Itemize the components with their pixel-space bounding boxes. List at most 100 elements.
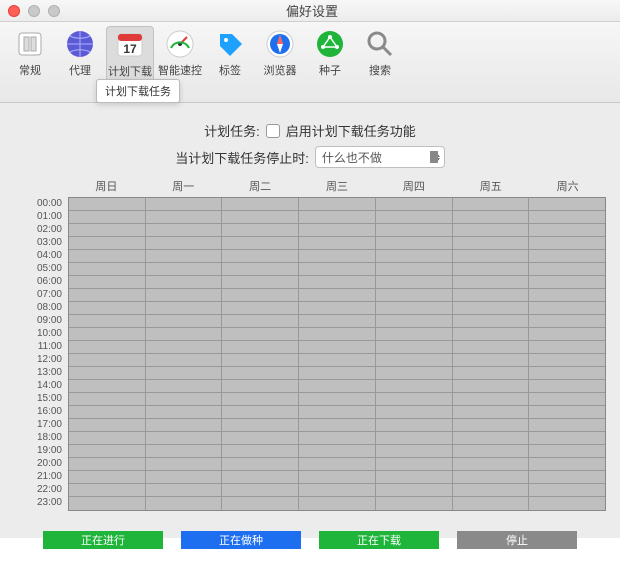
grid-cell[interactable] [222, 263, 299, 275]
grid-cell[interactable] [69, 445, 146, 457]
grid-cell[interactable] [376, 445, 453, 457]
grid-cell[interactable] [453, 211, 530, 223]
grid-cell[interactable] [222, 315, 299, 327]
grid-cell[interactable] [376, 497, 453, 510]
grid-cell[interactable] [529, 224, 605, 236]
grid-cell[interactable] [453, 393, 530, 405]
grid-cell[interactable] [453, 276, 530, 288]
grid-row[interactable] [69, 237, 605, 250]
grid-cell[interactable] [376, 419, 453, 431]
grid-cell[interactable] [376, 484, 453, 496]
grid-cell[interactable] [222, 211, 299, 223]
grid-cell[interactable] [146, 276, 223, 288]
grid-cell[interactable] [222, 237, 299, 249]
grid-row[interactable] [69, 367, 605, 380]
grid-cell[interactable] [222, 445, 299, 457]
grid-cell[interactable] [453, 224, 530, 236]
grid-cell[interactable] [453, 432, 530, 444]
grid-cell[interactable] [376, 198, 453, 210]
grid-cell[interactable] [529, 276, 605, 288]
grid-cell[interactable] [69, 250, 146, 262]
grid-cell[interactable] [529, 211, 605, 223]
grid-cell[interactable] [376, 263, 453, 275]
grid-row[interactable] [69, 315, 605, 328]
grid-cell[interactable] [529, 263, 605, 275]
grid-cell[interactable] [529, 328, 605, 340]
grid-cell[interactable] [299, 289, 376, 301]
grid-cell[interactable] [376, 276, 453, 288]
close-icon[interactable] [8, 5, 20, 17]
toolbar-item-search[interactable]: 搜索 [356, 26, 404, 100]
grid-cell[interactable] [146, 237, 223, 249]
grid-cell[interactable] [146, 445, 223, 457]
grid[interactable] [68, 197, 606, 511]
grid-cell[interactable] [299, 263, 376, 275]
grid-cell[interactable] [69, 367, 146, 379]
grid-cell[interactable] [453, 315, 530, 327]
grid-cell[interactable] [146, 367, 223, 379]
grid-row[interactable] [69, 406, 605, 419]
grid-cell[interactable] [529, 354, 605, 366]
grid-cell[interactable] [69, 289, 146, 301]
grid-cell[interactable] [146, 198, 223, 210]
grid-cell[interactable] [69, 341, 146, 353]
grid-cell[interactable] [299, 367, 376, 379]
grid-cell[interactable] [299, 458, 376, 470]
grid-cell[interactable] [529, 458, 605, 470]
grid-cell[interactable] [299, 471, 376, 483]
grid-cell[interactable] [453, 419, 530, 431]
grid-cell[interactable] [299, 315, 376, 327]
grid-cell[interactable] [222, 341, 299, 353]
grid-cell[interactable] [376, 289, 453, 301]
grid-cell[interactable] [529, 432, 605, 444]
grid-cell[interactable] [529, 315, 605, 327]
grid-cell[interactable] [222, 393, 299, 405]
grid-cell[interactable] [529, 497, 605, 510]
grid-cell[interactable] [453, 302, 530, 314]
grid-cell[interactable] [299, 445, 376, 457]
toolbar-item-compass[interactable]: 浏览器 [256, 26, 304, 100]
grid-cell[interactable] [69, 497, 146, 510]
stop-action-dropdown[interactable]: 什么也不做 [315, 146, 445, 168]
grid-cell[interactable] [146, 263, 223, 275]
grid-cell[interactable] [376, 406, 453, 418]
grid-cell[interactable] [146, 484, 223, 496]
grid-row[interactable] [69, 393, 605, 406]
grid-cell[interactable] [222, 289, 299, 301]
grid-cell[interactable] [376, 328, 453, 340]
grid-cell[interactable] [529, 393, 605, 405]
grid-cell[interactable] [222, 198, 299, 210]
minimize-icon[interactable] [28, 5, 40, 17]
grid-cell[interactable] [299, 354, 376, 366]
grid-cell[interactable] [299, 484, 376, 496]
grid-cell[interactable] [529, 237, 605, 249]
grid-cell[interactable] [299, 224, 376, 236]
grid-cell[interactable] [146, 211, 223, 223]
grid-cell[interactable] [69, 380, 146, 392]
grid-cell[interactable] [222, 432, 299, 444]
grid-cell[interactable] [299, 250, 376, 262]
grid-row[interactable] [69, 341, 605, 354]
grid-cell[interactable] [376, 471, 453, 483]
grid-cell[interactable] [222, 471, 299, 483]
grid-cell[interactable] [453, 250, 530, 262]
grid-cell[interactable] [453, 380, 530, 392]
grid-cell[interactable] [146, 432, 223, 444]
grid-cell[interactable] [529, 380, 605, 392]
grid-cell[interactable] [376, 315, 453, 327]
grid-cell[interactable] [376, 302, 453, 314]
grid-cell[interactable] [529, 445, 605, 457]
grid-cell[interactable] [299, 276, 376, 288]
grid-cell[interactable] [146, 224, 223, 236]
enable-checkbox[interactable] [266, 124, 280, 138]
grid-cell[interactable] [146, 289, 223, 301]
grid-cell[interactable] [69, 328, 146, 340]
grid-cell[interactable] [222, 224, 299, 236]
grid-cell[interactable] [453, 458, 530, 470]
grid-cell[interactable] [299, 432, 376, 444]
toolbar-item-seed[interactable]: 种子 [306, 26, 354, 100]
grid-row[interactable] [69, 328, 605, 341]
grid-cell[interactable] [453, 484, 530, 496]
grid-cell[interactable] [376, 341, 453, 353]
grid-cell[interactable] [529, 419, 605, 431]
